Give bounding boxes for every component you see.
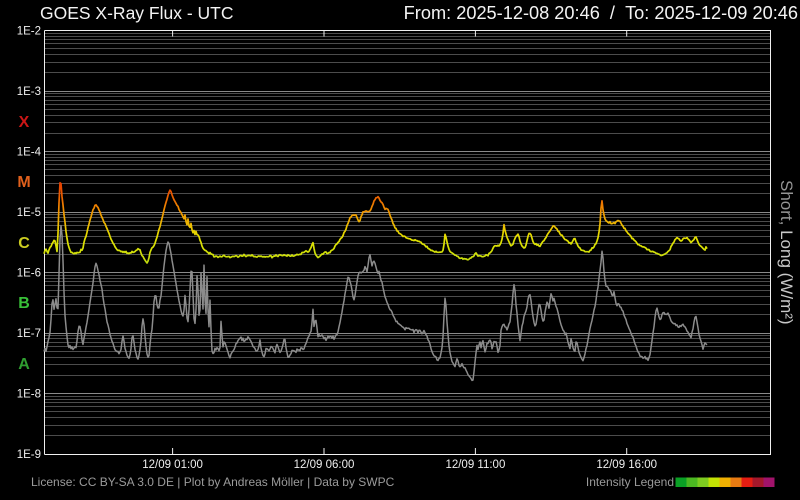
svg-text:Short, Long (W/m²): Short, Long (W/m²) bbox=[777, 180, 796, 325]
svg-text:1E-4: 1E-4 bbox=[17, 147, 42, 159]
svg-text:GOES X-Ray Flux - UTC: GOES X-Ray Flux - UTC bbox=[40, 3, 234, 23]
svg-text:1E-3: 1E-3 bbox=[17, 86, 41, 98]
svg-text:M: M bbox=[17, 174, 30, 191]
svg-text:1E-9: 1E-9 bbox=[17, 449, 41, 461]
svg-text:C: C bbox=[18, 235, 30, 252]
svg-text:12/09 06:00: 12/09 06:00 bbox=[294, 459, 355, 471]
svg-text:Intensity Legend: Intensity Legend bbox=[586, 475, 674, 489]
svg-text:1E-5: 1E-5 bbox=[17, 207, 41, 219]
svg-text:A: A bbox=[18, 356, 30, 373]
svg-text:12/09 16:00: 12/09 16:00 bbox=[596, 459, 657, 471]
svg-text:1E-2: 1E-2 bbox=[17, 26, 41, 38]
svg-text:X: X bbox=[19, 114, 30, 131]
svg-text:B: B bbox=[18, 295, 30, 312]
svg-text:1E-8: 1E-8 bbox=[17, 389, 41, 401]
svg-text:12/09 11:00: 12/09 11:00 bbox=[445, 459, 505, 471]
svg-text:12/09 01:00: 12/09 01:00 bbox=[142, 459, 203, 471]
svg-text:License: CC BY-SA 3.0 DE | Plo: License: CC BY-SA 3.0 DE | Plot by Andre… bbox=[31, 475, 395, 489]
svg-text:1E-7: 1E-7 bbox=[17, 328, 41, 340]
svg-text:1E-6: 1E-6 bbox=[17, 268, 41, 280]
svg-text:From: 2025-12-08 20:46 / To:: From: 2025-12-08 20:46 / To: 2025-12-09 … bbox=[404, 3, 798, 23]
